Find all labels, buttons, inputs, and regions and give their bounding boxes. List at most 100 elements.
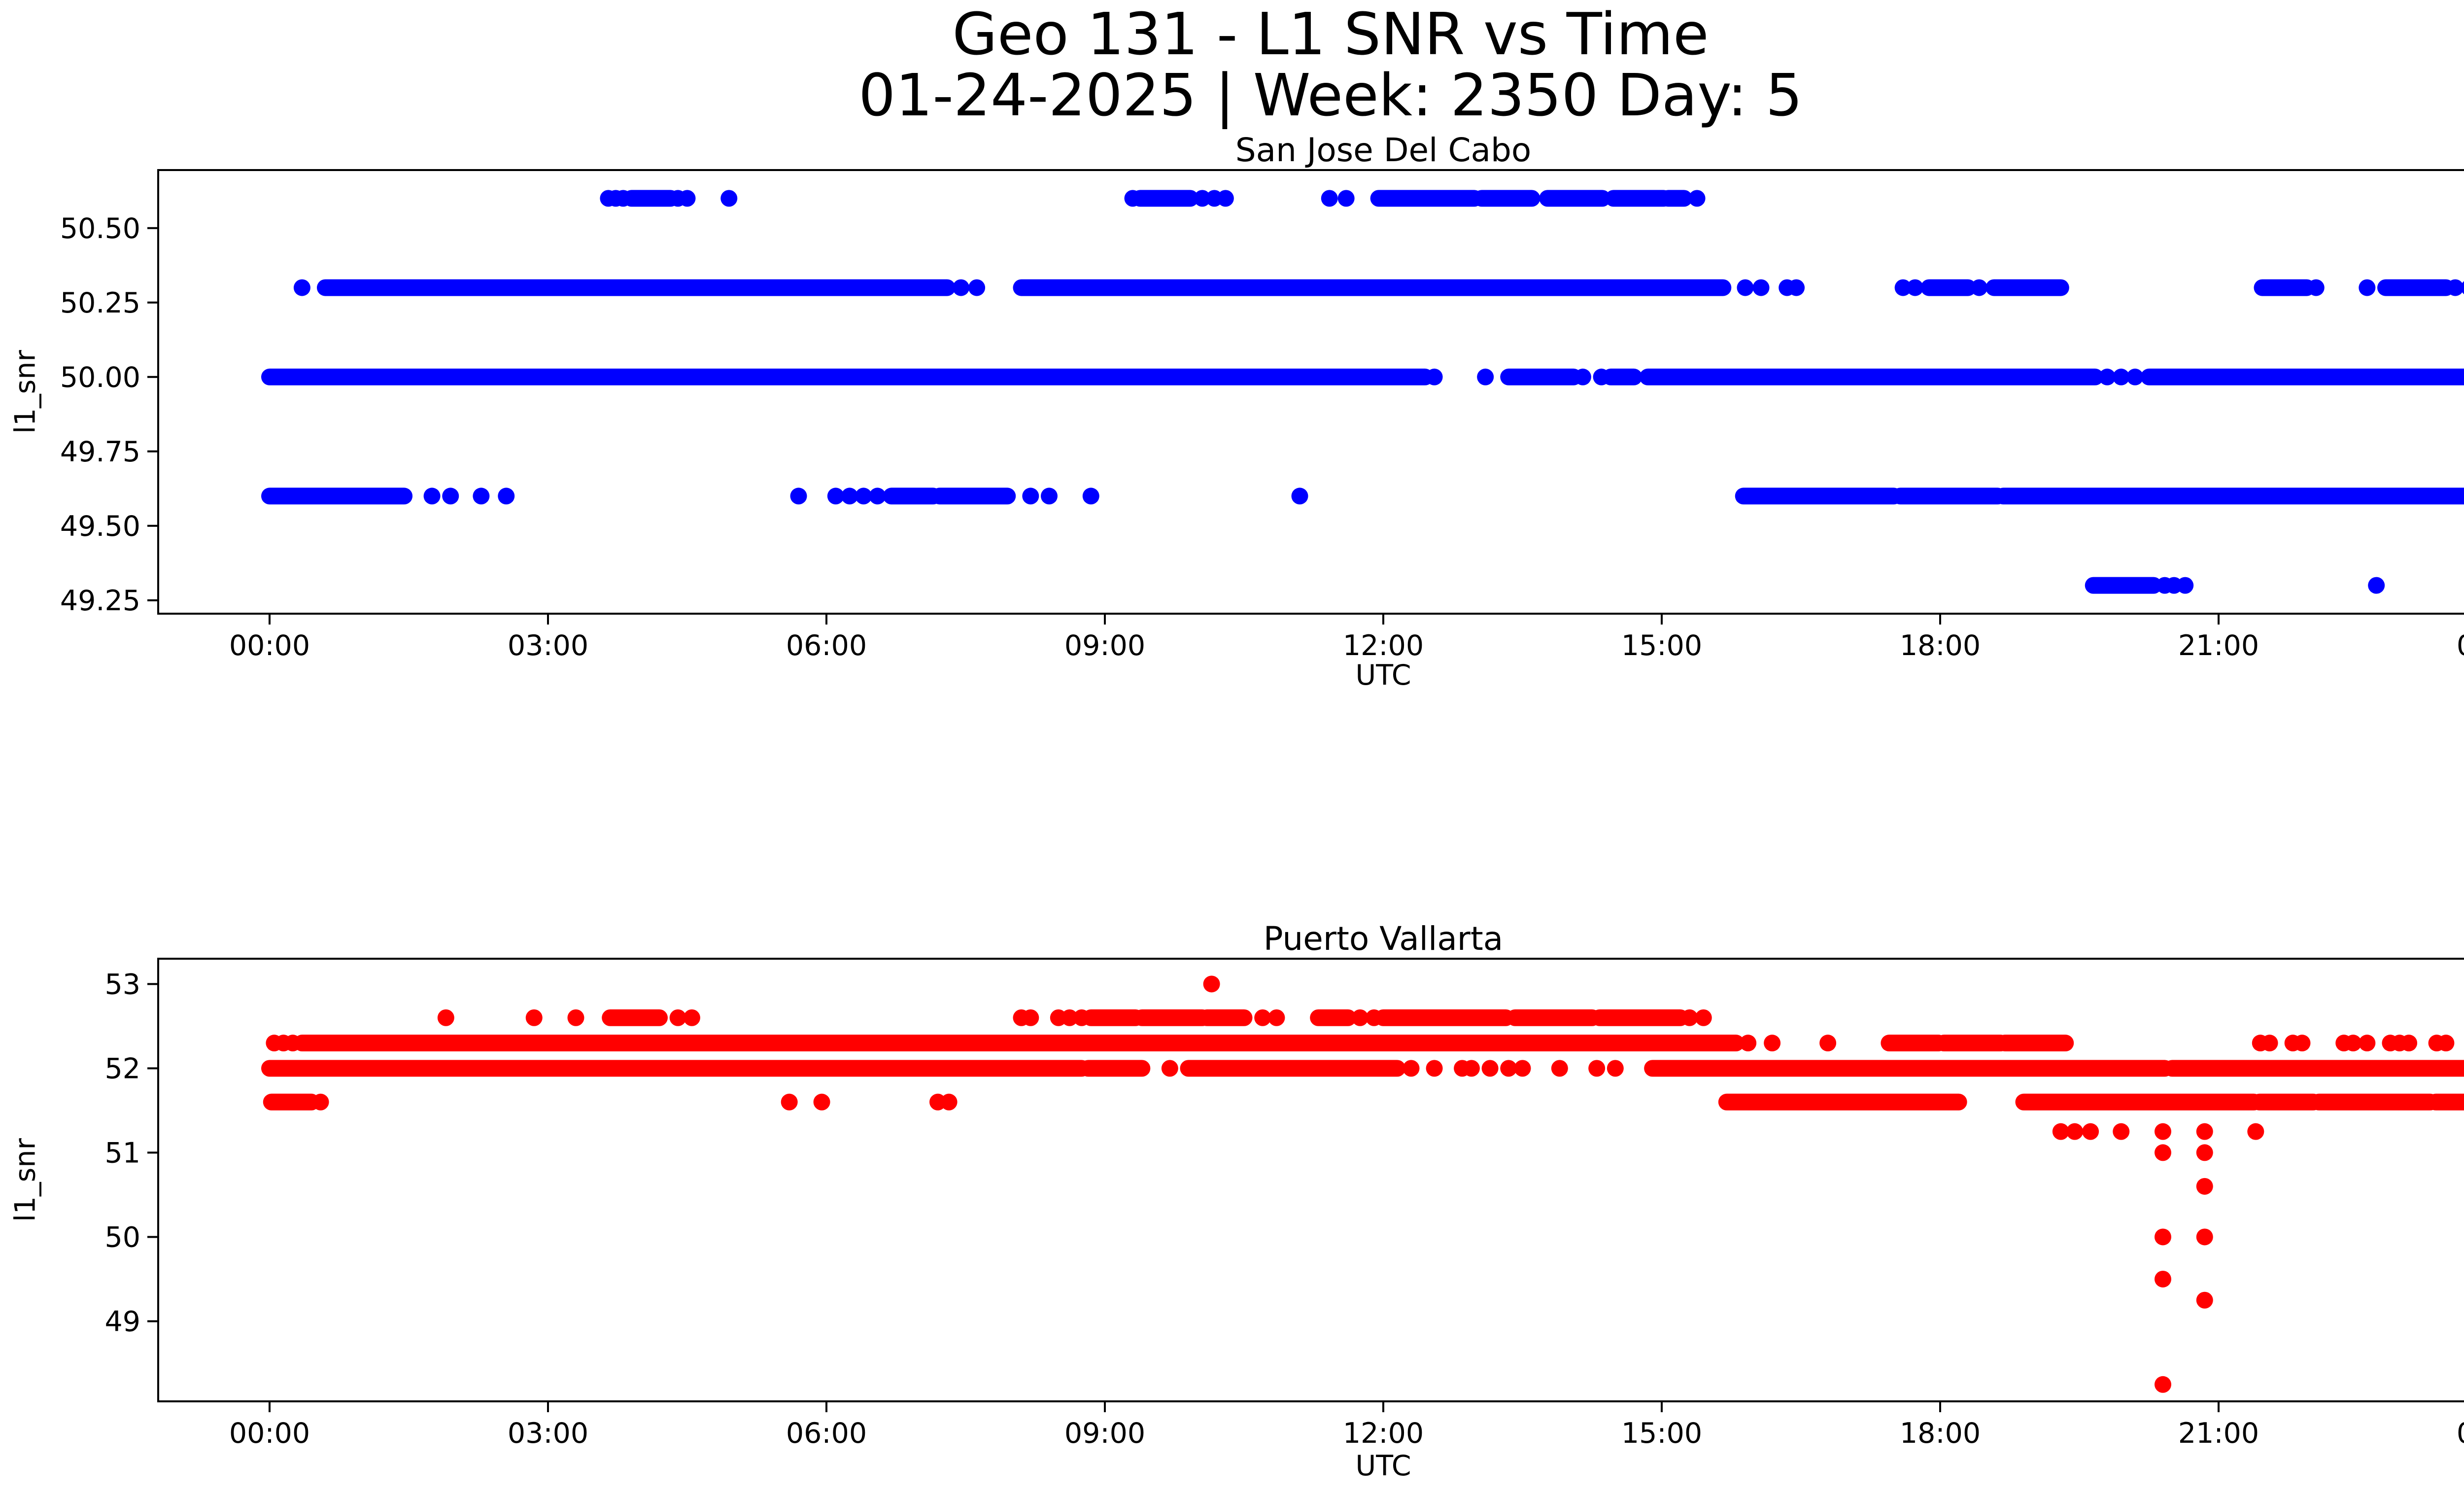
xlabel-top-plot: UTC (1355, 659, 1411, 692)
xlabel-bottom-plot: UTC (1355, 1450, 1411, 1482)
x-tick-label: 06:00 (786, 629, 867, 662)
scatter-dot (813, 1093, 830, 1111)
x-tick-label: 12:00 (1343, 1417, 1424, 1450)
scatter-dot (841, 487, 858, 505)
scatter-dot (2293, 1035, 2311, 1052)
scatter-dot (293, 279, 310, 296)
scatter-dot (1607, 1060, 1624, 1077)
scatter-dot (1752, 279, 1770, 296)
scatter-dot (567, 1009, 584, 1026)
scatter-dot (2155, 1376, 2171, 1393)
y-tick-label: 51 (104, 1137, 140, 1169)
scatter-dot (1477, 368, 1494, 385)
scatter-dot (2155, 1270, 2171, 1287)
scatter-dot (2196, 1144, 2213, 1161)
scatter-dot (2461, 281, 2464, 294)
scatter-dot (1500, 1060, 1517, 1077)
scatter-dot (1022, 1009, 1039, 1026)
scatter-dot (2155, 1123, 2171, 1140)
y-tick-label: 49.75 (60, 436, 140, 468)
y-tick-label: 50.50 (60, 212, 140, 245)
x-tick-label: 00:00 (229, 629, 310, 662)
scatter-dot (2155, 1144, 2171, 1161)
x-tick-label: 18:00 (1900, 629, 1981, 662)
scatter-dot (781, 1093, 798, 1111)
scatter-dot (1551, 1060, 1568, 1077)
scatter-dot (442, 487, 459, 505)
x-tick-label: 06:00 (786, 1417, 867, 1450)
scatter-dot (953, 279, 970, 296)
scatter-dot (1426, 1060, 1443, 1077)
scatter-dot (1907, 279, 1924, 296)
scatter-dot (2196, 1178, 2213, 1195)
scatter-dot (1695, 1009, 1712, 1026)
subplot-title-san-jose-del-cabo: San Jose Del Cabo (1235, 131, 1532, 169)
subplot-title-puerto-vallarta: Puerto Vallarta (1263, 920, 1504, 958)
scatter-dot (1463, 1060, 1480, 1077)
x-tick-label: 21:00 (2178, 1417, 2259, 1450)
scatter-dot (1291, 487, 1308, 505)
scatter-dot (940, 1093, 958, 1111)
ylabel-bottom-plot: l1_snr (9, 1138, 42, 1222)
scatter-dot (720, 190, 738, 207)
y-tick-label: 49 (104, 1306, 140, 1338)
scatter-dot (1681, 1009, 1698, 1026)
scatter-dot (2437, 1035, 2455, 1052)
scatter-dot (1061, 1009, 1078, 1026)
x-tick-label: 18:00 (1900, 1417, 1981, 1450)
scatter-dot (1268, 1009, 1285, 1026)
scatter-dot (1073, 1009, 1090, 1026)
scatter-dot (1337, 190, 1355, 207)
y-tick-label: 50 (104, 1221, 140, 1253)
x-tick-label: 03:00 (508, 629, 588, 662)
x-tick-label: 00:00 (2457, 629, 2464, 662)
scatter-dot (2099, 368, 2116, 385)
scatter-dot (679, 190, 696, 207)
scatter-dot (2359, 1035, 2376, 1052)
x-tick-label: 15:00 (1621, 629, 1702, 662)
scatter-dot (1588, 1060, 1606, 1077)
scatter-dot (1403, 1060, 1420, 1077)
scatter-dot (2066, 1123, 2084, 1140)
scatter-dot (1514, 1060, 1531, 1077)
ylabel-top-plot: l1_snr (9, 350, 42, 434)
scatter-dot (1737, 279, 1754, 296)
scatter-dot (498, 487, 515, 505)
scatter-dot (1481, 1060, 1499, 1077)
y-tick-label: 53 (104, 968, 140, 1001)
scatter-dot (312, 1093, 329, 1111)
scatter-dot (2155, 1228, 2171, 1246)
scatter-dot (2196, 1291, 2213, 1309)
y-tick-label: 52 (104, 1052, 140, 1085)
scatter-dot (2126, 368, 2144, 385)
scatter-dot (1894, 279, 1912, 296)
figure-title-line2: 01-24-2025 | Week: 2350 Day: 5 (858, 61, 1803, 129)
scatter-dot (423, 487, 441, 505)
y-tick-label: 49.50 (60, 510, 140, 543)
scatter-dot (1426, 368, 1443, 385)
scatter-dot (968, 279, 986, 296)
scatter-dot (2400, 1035, 2418, 1052)
scatter-dot (2196, 1123, 2213, 1140)
scatter-dot (790, 487, 807, 505)
scatter-dot (473, 487, 490, 505)
x-tick-label: 15:00 (1621, 1417, 1702, 1450)
scatter-dot (525, 1009, 543, 1026)
scatter-dot (1203, 975, 1220, 993)
y-tick-label: 49.25 (60, 585, 140, 617)
scatter-dot (1351, 1009, 1369, 1026)
x-tick-label: 00:00 (2457, 1417, 2464, 1450)
scatter-dot (2177, 577, 2194, 594)
scatter-dot (2113, 368, 2130, 385)
scatter-dot (2307, 279, 2325, 296)
scatter-dot (1788, 279, 1805, 296)
scatter-dot (2447, 279, 2464, 296)
scatter-dot (827, 487, 844, 505)
x-tick-label: 03:00 (508, 1417, 588, 1450)
scatter-dot (2113, 1123, 2130, 1140)
scatter-dot (437, 1009, 454, 1026)
scatter-dot (669, 1009, 686, 1026)
scatter-dot (1971, 279, 1988, 296)
